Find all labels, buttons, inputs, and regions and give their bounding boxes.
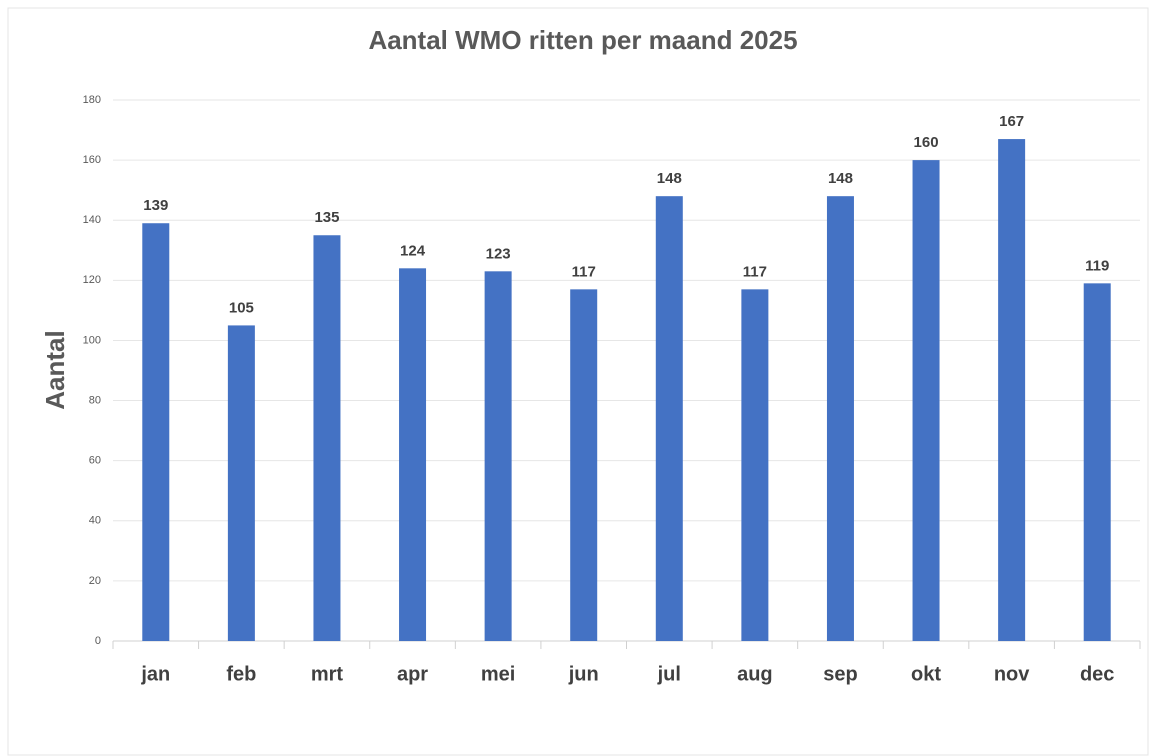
x-tick-label: feb xyxy=(226,663,256,685)
data-label: 139 xyxy=(143,197,168,214)
bar xyxy=(826,196,854,641)
data-label: 160 xyxy=(914,134,939,151)
data-label: 117 xyxy=(743,263,767,280)
y-tick-label: 60 xyxy=(89,455,101,467)
x-tick-label: okt xyxy=(911,663,941,685)
y-tick-label: 180 xyxy=(83,94,101,106)
data-label: 148 xyxy=(828,170,853,187)
bar xyxy=(998,139,1026,642)
y-tick-label: 40 xyxy=(89,515,101,527)
x-tick-label: jan xyxy=(140,663,170,685)
y-tick-label: 140 xyxy=(83,214,101,226)
x-tick-label: dec xyxy=(1080,663,1114,685)
y-axis-label: Aantal xyxy=(40,330,70,409)
x-tick-label: jul xyxy=(657,663,681,685)
bar xyxy=(484,271,512,641)
y-tick-label: 20 xyxy=(89,575,101,587)
x-tick-label: jun xyxy=(568,663,599,685)
bar xyxy=(142,223,170,641)
data-label: 117 xyxy=(572,263,596,280)
bar xyxy=(655,196,683,641)
data-label: 124 xyxy=(400,242,426,259)
bar xyxy=(227,325,255,641)
y-tick-label: 80 xyxy=(89,394,101,406)
data-label: 167 xyxy=(999,113,1024,130)
x-tick-label: mrt xyxy=(311,663,344,685)
data-label: 123 xyxy=(486,245,511,262)
data-label: 135 xyxy=(314,209,339,226)
bar xyxy=(399,268,427,641)
chart-title: Aantal WMO ritten per maand 2025 xyxy=(368,25,797,55)
x-tick-label: mei xyxy=(481,663,515,685)
data-label: 105 xyxy=(229,299,254,316)
data-label: 148 xyxy=(657,170,682,187)
x-tick-label: nov xyxy=(994,663,1030,685)
bar xyxy=(741,289,769,641)
bar xyxy=(570,289,598,641)
y-tick-label: 100 xyxy=(83,334,101,346)
data-label: 119 xyxy=(1085,257,1109,274)
bar xyxy=(912,160,940,641)
bar xyxy=(313,235,341,641)
y-tick-label: 0 xyxy=(95,635,101,647)
y-tick-label: 120 xyxy=(83,274,101,286)
bar xyxy=(1083,283,1111,641)
x-tick-label: sep xyxy=(823,663,857,685)
x-tick-label: apr xyxy=(397,663,428,685)
y-tick-label: 160 xyxy=(83,154,101,166)
x-tick-label: aug xyxy=(737,663,773,685)
